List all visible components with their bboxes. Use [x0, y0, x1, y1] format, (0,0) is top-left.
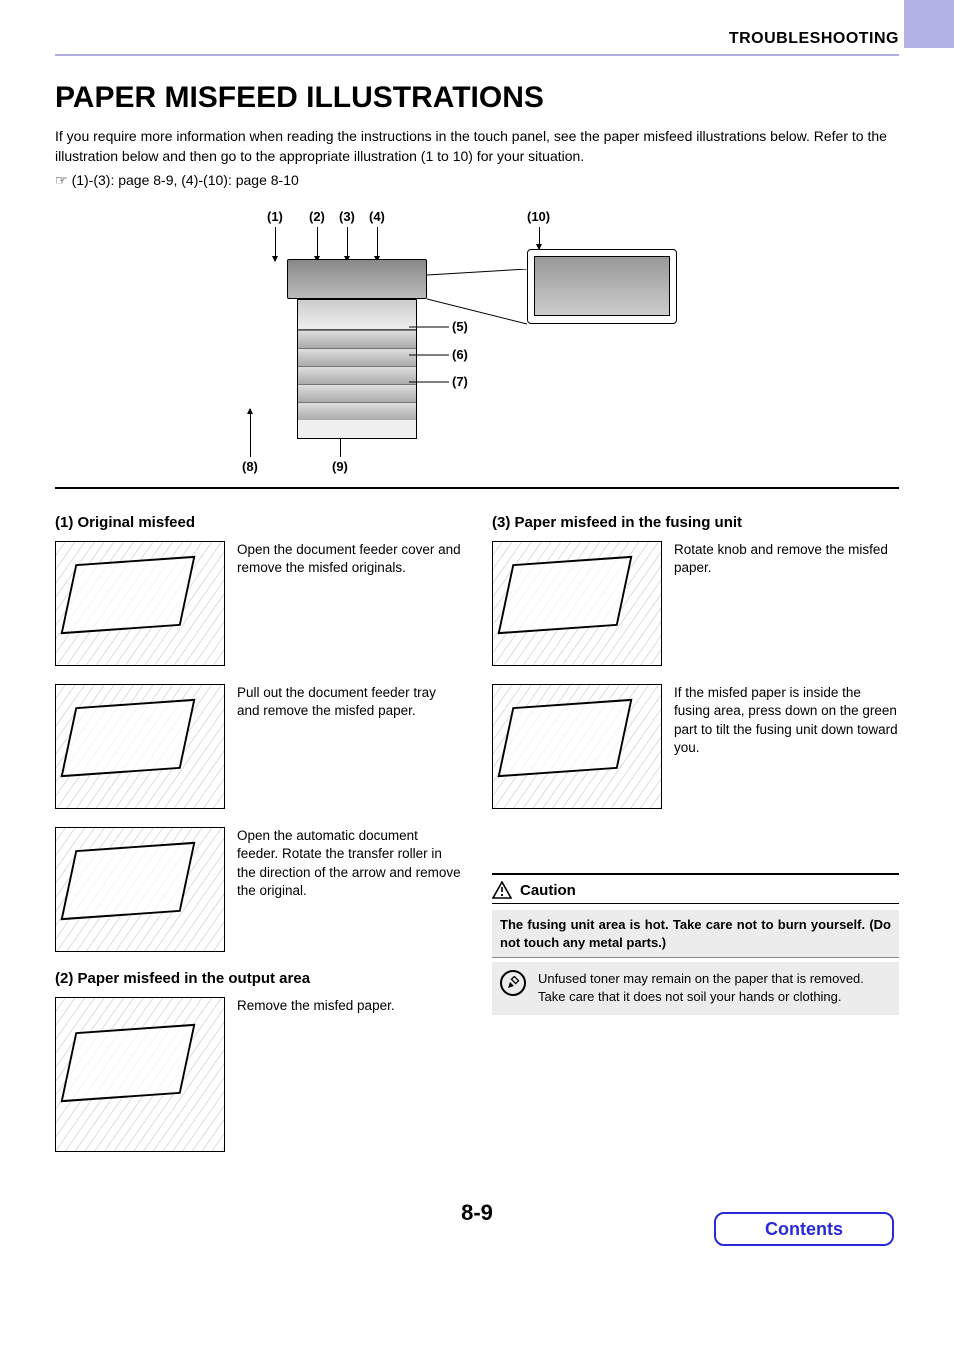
diagram-label-7: (7) [452, 374, 468, 389]
caution-title: Caution [520, 882, 576, 899]
step-illustration [492, 684, 662, 809]
side-label-lines [409, 321, 449, 391]
diagram-arrow [377, 227, 378, 261]
device-illustration [287, 259, 427, 449]
note-text: Unfused toner may remain on the paper th… [538, 970, 891, 1005]
diagram-label-2: (2) [309, 209, 325, 224]
pointer-icon: ☞ [55, 172, 68, 188]
diagram-label-9: (9) [332, 459, 348, 474]
divider [55, 487, 899, 489]
side-tab [904, 0, 954, 48]
diagram-arrow [347, 227, 348, 261]
caution-block: Caution The fusing unit area is hot. Tak… [492, 873, 899, 958]
section-3-step-2: If the misfed paper is inside the fusing… [492, 684, 899, 809]
section-1-step-1: Open the document feeder cover and remov… [55, 541, 462, 666]
section-2-heading: (2) Paper misfeed in the output area [55, 970, 462, 987]
diagram-arrow [275, 227, 276, 261]
diagram-label-6: (6) [452, 347, 468, 362]
step-illustration [55, 541, 225, 666]
main-overview-diagram: (1) (2) (3) (4) (10) (5) (6) (7) (8) (9) [157, 209, 797, 479]
step-text: Remove the misfed paper. [237, 997, 395, 1152]
diagram-label-8: (8) [242, 459, 258, 474]
caution-text: The fusing unit area is hot. Take care n… [492, 910, 899, 957]
step-text: Rotate knob and remove the misfed paper. [674, 541, 899, 666]
step-text: Pull out the document feeder tray and re… [237, 684, 462, 809]
section-3-heading: (3) Paper misfeed in the fusing unit [492, 514, 899, 531]
intro-text: If you require more information when rea… [55, 127, 899, 166]
left-column: (1) Original misfeed Open the document f… [55, 514, 462, 1170]
step-illustration [492, 541, 662, 666]
diagram-label-1: (1) [267, 209, 283, 224]
step-illustration [55, 684, 225, 809]
section-1-heading: (1) Original misfeed [55, 514, 462, 531]
step-illustration [55, 997, 225, 1152]
diagram-arrow [539, 227, 540, 249]
contents-button-label: Contents [765, 1219, 843, 1240]
header-row: TROUBLESHOOTING [55, 30, 899, 56]
diagram-label-10: (10) [527, 209, 550, 224]
diagram-label-4: (4) [369, 209, 385, 224]
section-1-step-3: Open the automatic document feeder. Rota… [55, 827, 462, 952]
page-title: PAPER MISFEED ILLUSTRATIONS [55, 81, 899, 115]
page-references: ☞(1)-(3): page 8-9, (4)-(10): page 8-10 [55, 172, 899, 189]
callout-lines [427, 269, 527, 329]
step-text: Open the automatic document feeder. Rota… [237, 827, 462, 952]
diagram-arrow [250, 409, 251, 457]
ref-text: (1)-(3): page 8-9, (4)-(10): page 8-10 [72, 172, 299, 188]
note-block: Unfused toner may remain on the paper th… [492, 962, 899, 1015]
warning-triangle-icon [492, 881, 512, 899]
section-header: TROUBLESHOOTING [729, 30, 899, 48]
step-text: If the misfed paper is inside the fusing… [674, 684, 899, 809]
section-1-step-2: Pull out the document feeder tray and re… [55, 684, 462, 809]
pencil-note-icon [500, 970, 526, 996]
section-2-step-1: Remove the misfed paper. [55, 997, 462, 1152]
section-3-step-1: Rotate knob and remove the misfed paper. [492, 541, 899, 666]
diagram-arrow [317, 227, 318, 261]
contents-button[interactable]: Contents [714, 1212, 894, 1246]
right-column: (3) Paper misfeed in the fusing unit Rot… [492, 514, 899, 1170]
step-text: Open the document feeder cover and remov… [237, 541, 462, 666]
step-illustration [55, 827, 225, 952]
diagram-label-3: (3) [339, 209, 355, 224]
zoom-callout [527, 249, 677, 324]
